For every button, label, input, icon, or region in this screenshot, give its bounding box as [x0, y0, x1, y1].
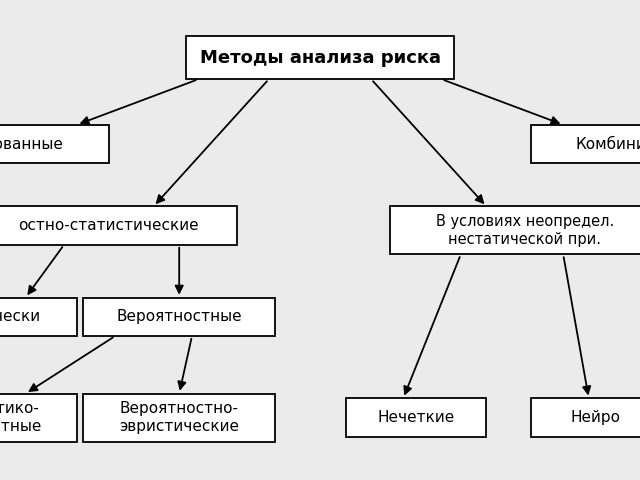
Text: итико-
остные: итико- остные — [0, 401, 42, 434]
Text: Вероятностные: Вероятностные — [116, 309, 242, 324]
Text: Нечеткие: Нечеткие — [378, 410, 454, 425]
FancyBboxPatch shape — [83, 394, 275, 442]
Text: Комбиниро: Комбиниро — [576, 136, 640, 152]
FancyBboxPatch shape — [531, 125, 640, 163]
Text: Методы анализа риска: Методы анализа риска — [200, 48, 440, 67]
FancyBboxPatch shape — [0, 298, 77, 336]
FancyBboxPatch shape — [83, 298, 275, 336]
FancyBboxPatch shape — [346, 398, 486, 437]
Text: Нейро: Нейро — [570, 410, 620, 425]
Text: Вероятностно-
эвристические: Вероятностно- эвристические — [119, 401, 239, 434]
Text: В условиях неопредел.
нестатической при.: В условиях неопредел. нестатической при. — [436, 214, 614, 247]
FancyBboxPatch shape — [186, 36, 454, 79]
FancyBboxPatch shape — [0, 125, 109, 163]
Text: остно-статистические: остно-статистические — [19, 218, 199, 233]
FancyBboxPatch shape — [0, 206, 237, 245]
FancyBboxPatch shape — [531, 398, 640, 437]
FancyBboxPatch shape — [390, 206, 640, 254]
Text: ически: ически — [0, 309, 41, 324]
FancyBboxPatch shape — [0, 394, 77, 442]
Text: ированные: ированные — [0, 136, 63, 152]
